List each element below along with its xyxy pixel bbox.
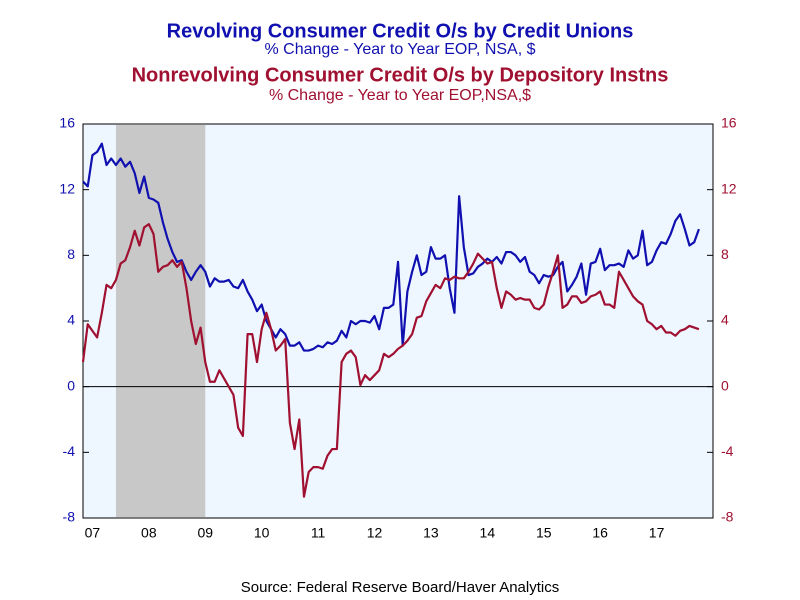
x-tick-label: 08 [141, 525, 157, 541]
x-tick-label: 10 [254, 525, 270, 541]
x-tick-label: 13 [423, 525, 439, 541]
y-tick-label: 12 [59, 180, 75, 196]
x-tick-label: 15 [536, 525, 552, 541]
x-tick-label: 17 [649, 525, 665, 541]
x-tick-label: 07 [85, 525, 101, 541]
chart-title: Nonrevolving Consumer Credit O/s by Depo… [132, 64, 669, 86]
x-tick-label: 16 [592, 525, 608, 541]
chart-title: % Change - Year to Year EOP,NSA,$ [269, 87, 531, 104]
chart-title: % Change - Year to Year EOP, NSA, $ [265, 41, 536, 58]
chart-title: Revolving Consumer Credit O/s by Credit … [167, 20, 634, 42]
source: Source: Federal Reserve Board/Haver Anal… [241, 579, 559, 596]
y-tick-label: -4 [63, 443, 76, 459]
y-tick-label: 4 [67, 312, 75, 328]
y-tick-label: -8 [63, 509, 76, 525]
x-tick-label: 14 [480, 525, 496, 541]
y2-tick-label: -8 [721, 509, 734, 525]
y2-tick-label: 8 [721, 246, 729, 262]
y2-tick-label: 12 [721, 180, 737, 196]
y2-tick-label: 4 [721, 312, 729, 328]
x-tick-label: 12 [367, 525, 383, 541]
y-tick-label: 16 [59, 115, 75, 131]
series-line [81, 223, 700, 498]
y2-tick-label: 0 [721, 377, 729, 393]
y2-tick-label: 16 [721, 115, 737, 131]
series-line [82, 142, 700, 352]
y-tick-label: 8 [67, 246, 75, 262]
x-tick-label: 09 [197, 525, 213, 541]
x-tick-label: 11 [311, 525, 326, 541]
y2-tick-label: -4 [721, 443, 734, 459]
y-tick-label: 0 [67, 377, 75, 393]
